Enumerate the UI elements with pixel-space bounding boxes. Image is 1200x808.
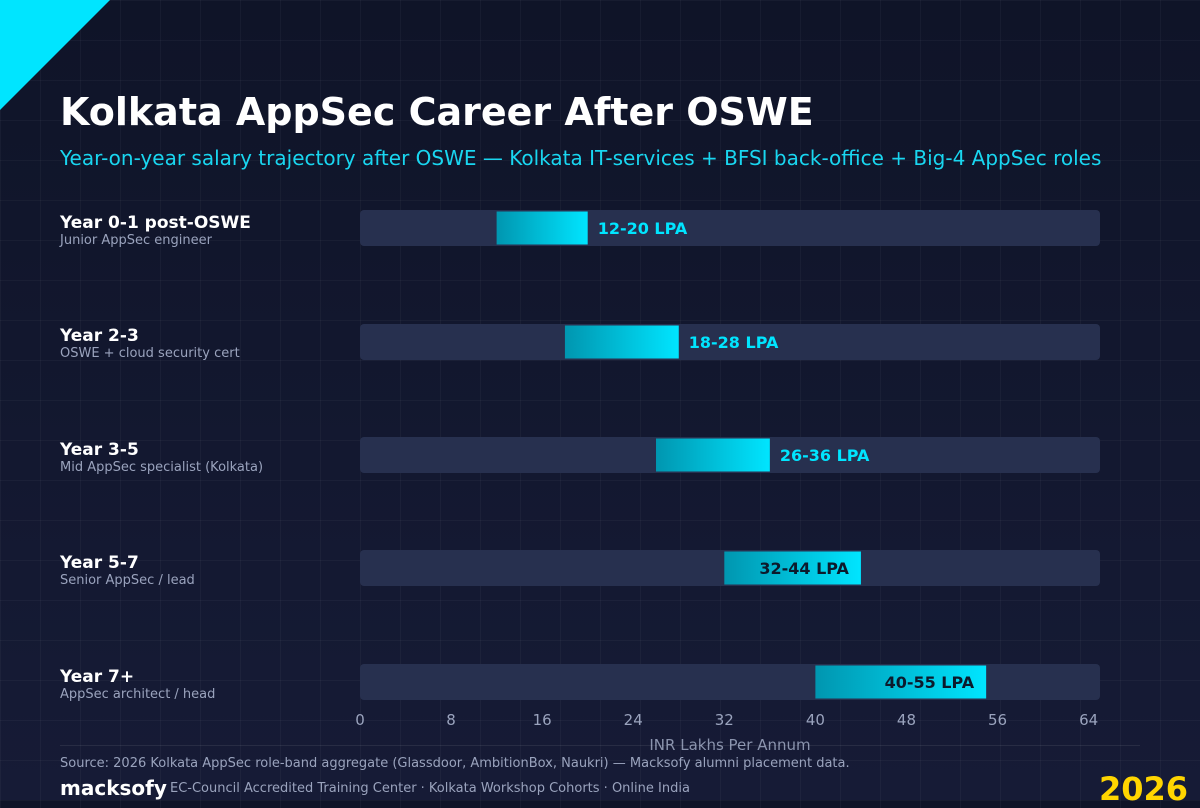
x-tick-label: 24: [624, 711, 643, 729]
x-tick-label: 0: [355, 711, 365, 729]
row-subtitle: OSWE + cloud security cert: [60, 346, 240, 361]
bar-track: [360, 324, 1100, 360]
x-tick-label: 48: [897, 711, 916, 729]
salary-range-bar: [564, 325, 679, 359]
row-name: Year 5-7: [60, 553, 139, 573]
brand-logo-text: macksofy: [60, 776, 167, 800]
x-tick-label: 64: [1079, 711, 1098, 729]
year-badge: 2026: [1098, 770, 1188, 808]
x-tick-label: 56: [988, 711, 1007, 729]
row-label-3: Year 5-7 Senior AppSec / lead: [60, 553, 195, 589]
brand-tagline: EC-Council Accredited Training Center · …: [170, 781, 690, 796]
salary-range-bar: [496, 211, 588, 245]
row-subtitle: Junior AppSec engineer: [60, 233, 212, 248]
bar-value-label: 32-44 LPA: [759, 559, 849, 578]
bar-value-label: 26-36 LPA: [780, 446, 870, 465]
row-name: Year 0-1 post-OSWE: [60, 213, 251, 233]
row-subtitle: Mid AppSec specialist (Kolkata): [60, 460, 264, 475]
bar-track: [360, 210, 1100, 246]
x-tick-label: 8: [446, 711, 456, 729]
row-name: Year 7+: [60, 667, 135, 687]
row-label-0: Year 0-1 post-OSWE Junior AppSec enginee…: [60, 213, 251, 249]
bar-track: [360, 664, 1100, 700]
salary-range-bar: [815, 665, 987, 699]
footer-divider: [60, 745, 1140, 746]
bar-value-label: 12-20 LPA: [598, 219, 688, 238]
x-tick-label: 16: [533, 711, 552, 729]
corner-accent: [0, 0, 110, 110]
row-label-2: Year 3-5 Mid AppSec specialist (Kolkata): [60, 440, 263, 476]
salary-range-bar: [656, 438, 770, 472]
bar-value-label: 40-55 LPA: [885, 673, 975, 692]
row-subtitle: AppSec architect / head: [60, 687, 216, 702]
row-label-4: Year 7+ AppSec architect / head: [60, 667, 215, 703]
x-axis-label: INR Lakhs Per Annum: [649, 736, 810, 754]
salary-range-bar: [724, 551, 861, 585]
x-tick-label: 40: [806, 711, 825, 729]
row-name: Year 3-5: [60, 440, 139, 460]
bar-value-label: 18-28 LPA: [689, 333, 779, 352]
page-title: Kolkata AppSec Career After OSWE: [60, 90, 814, 134]
row-subtitle: Senior AppSec / lead: [60, 573, 195, 588]
row-label-1: Year 2-3 OSWE + cloud security cert: [60, 326, 240, 362]
page-subtitle: Year-on-year salary trajectory after OSW…: [60, 146, 1102, 170]
row-name: Year 2-3: [60, 326, 139, 346]
source-note: Source: 2026 Kolkata AppSec role-band ag…: [60, 756, 850, 771]
x-tick-label: 32: [715, 711, 734, 729]
